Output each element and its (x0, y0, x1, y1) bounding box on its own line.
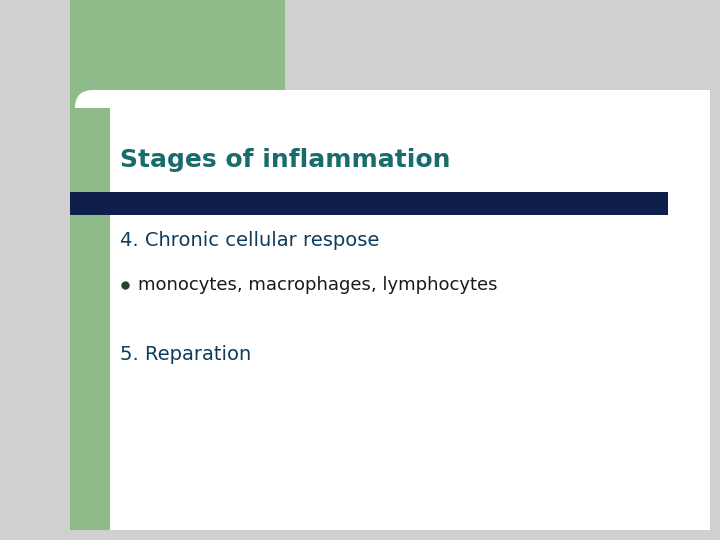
FancyBboxPatch shape (75, 90, 710, 530)
Text: 4. Chronic cellular respose: 4. Chronic cellular respose (120, 231, 379, 249)
Text: 5. Reparation: 5. Reparation (120, 346, 251, 365)
Bar (70, 192, 668, 215)
Text: monocytes, macrophages, lymphocytes: monocytes, macrophages, lymphocytes (138, 276, 498, 294)
Bar (70, 90, 110, 530)
Bar (70, 90, 710, 530)
Bar (70, 108, 110, 530)
Bar (70, 0, 285, 175)
Text: Stages of inflammation: Stages of inflammation (120, 148, 451, 172)
